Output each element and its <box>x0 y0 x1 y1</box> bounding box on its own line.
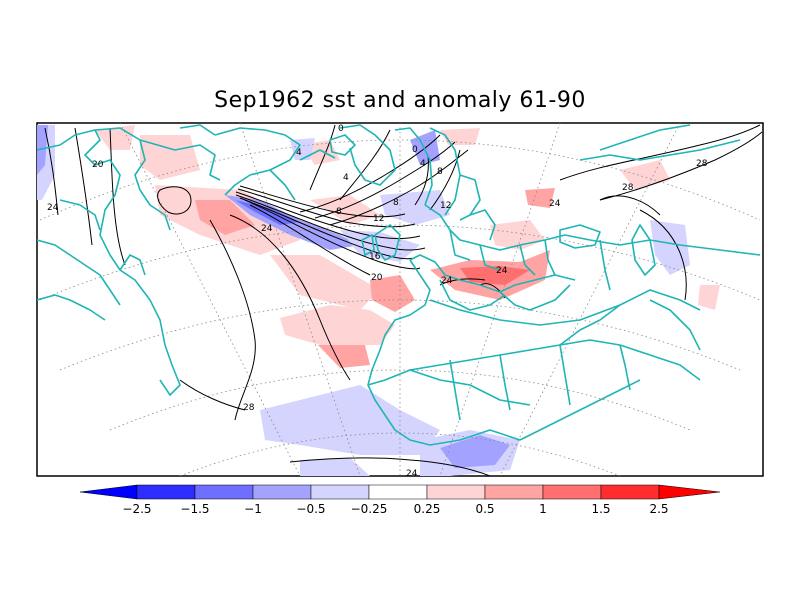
anomaly-positive-region <box>310 195 380 225</box>
contour-label: 4 <box>420 159 426 169</box>
contour-label: 12 <box>440 201 451 211</box>
anomaly-positive-region <box>270 255 380 310</box>
contour-label: 24 <box>47 203 59 213</box>
contour-label: 24 <box>496 266 508 276</box>
contour-label: 24 <box>406 469 418 479</box>
anomaly-shading <box>37 125 720 476</box>
colorbar-swatch <box>426 484 486 500</box>
anomaly-positive-region <box>460 266 530 285</box>
colorbar-tick-label: 2.5 <box>649 502 668 516</box>
colorbar-swatch <box>368 484 428 500</box>
contour-label: 24 <box>261 224 273 234</box>
contour-label: 0 <box>338 124 344 134</box>
anomaly-positive-region <box>280 305 395 345</box>
contour-label: 20 <box>371 273 383 283</box>
colorbar: −2.5 −1.5 −1 −0.5 −0.25 0.25 0.5 1 1.5 2… <box>79 484 721 516</box>
colorbar-tick-label: 1 <box>539 502 547 516</box>
colorbar-tick-label: −0.5 <box>296 502 325 516</box>
anomaly-positive-region <box>525 188 555 208</box>
anomaly-positive-region <box>440 128 480 145</box>
contour-label: 4 <box>343 173 349 183</box>
contour-label: 24 <box>441 276 453 286</box>
colorbar-tick-label: 0.5 <box>475 502 494 516</box>
contour-label: 24 <box>549 199 561 209</box>
colorbar-swatch <box>484 484 544 500</box>
contour-label: 12 <box>373 214 384 224</box>
contour-label: 20 <box>92 160 104 170</box>
colorbar-swatch <box>194 484 254 500</box>
colorbar-tick-label: −2.5 <box>122 502 151 516</box>
anomaly-negative-region <box>300 458 370 476</box>
colorbar-high-arrow <box>658 484 721 500</box>
contour-label: 8 <box>437 167 443 177</box>
contour-label: 28 <box>622 183 634 193</box>
contour-label: 8 <box>336 207 342 217</box>
plot-title: Sep1962 sst and anomaly 61-90 <box>214 88 586 113</box>
colorbar-swatch <box>310 484 370 500</box>
contour-label: 4 <box>296 148 302 158</box>
contour-labels: 20 24 0 4 4 0 4 8 8 8 12 12 16 20 24 24 … <box>47 124 708 479</box>
colorbar-swatch <box>136 484 196 500</box>
coastlines <box>37 124 761 446</box>
contour-label: 16 <box>369 252 381 262</box>
colorbar-tick-label: −0.25 <box>351 502 388 516</box>
anomaly-negative-region <box>290 138 315 160</box>
colorbar-swatch <box>542 484 602 500</box>
colorbar-tick-label: 1.5 <box>591 502 610 516</box>
anomaly-positive-region <box>195 200 255 235</box>
contour-label: 8 <box>393 198 399 208</box>
anomaly-negative-region <box>440 435 510 468</box>
anomaly-positive-region <box>698 285 720 310</box>
colorbar-swatch <box>252 484 312 500</box>
contour-label: 28 <box>696 159 708 169</box>
anomaly-negative-region <box>650 220 690 275</box>
anomaly-positive-region <box>318 345 370 368</box>
anomaly-positive-region <box>370 275 415 312</box>
anomaly-negative-region <box>380 190 450 225</box>
colorbar-low-arrow <box>79 484 138 500</box>
anomaly-negative-region <box>37 125 48 175</box>
contour-label: 28 <box>243 403 255 413</box>
colorbar-tick-label: −1.5 <box>180 502 209 516</box>
contour-label: 0 <box>412 145 418 155</box>
sst-contours <box>44 124 763 476</box>
anomaly-negative-region <box>260 385 440 455</box>
colorbar-tick-label: −1 <box>244 502 262 516</box>
colorbar-tick-label: 0.25 <box>414 502 441 516</box>
colorbar-swatch <box>600 484 660 500</box>
